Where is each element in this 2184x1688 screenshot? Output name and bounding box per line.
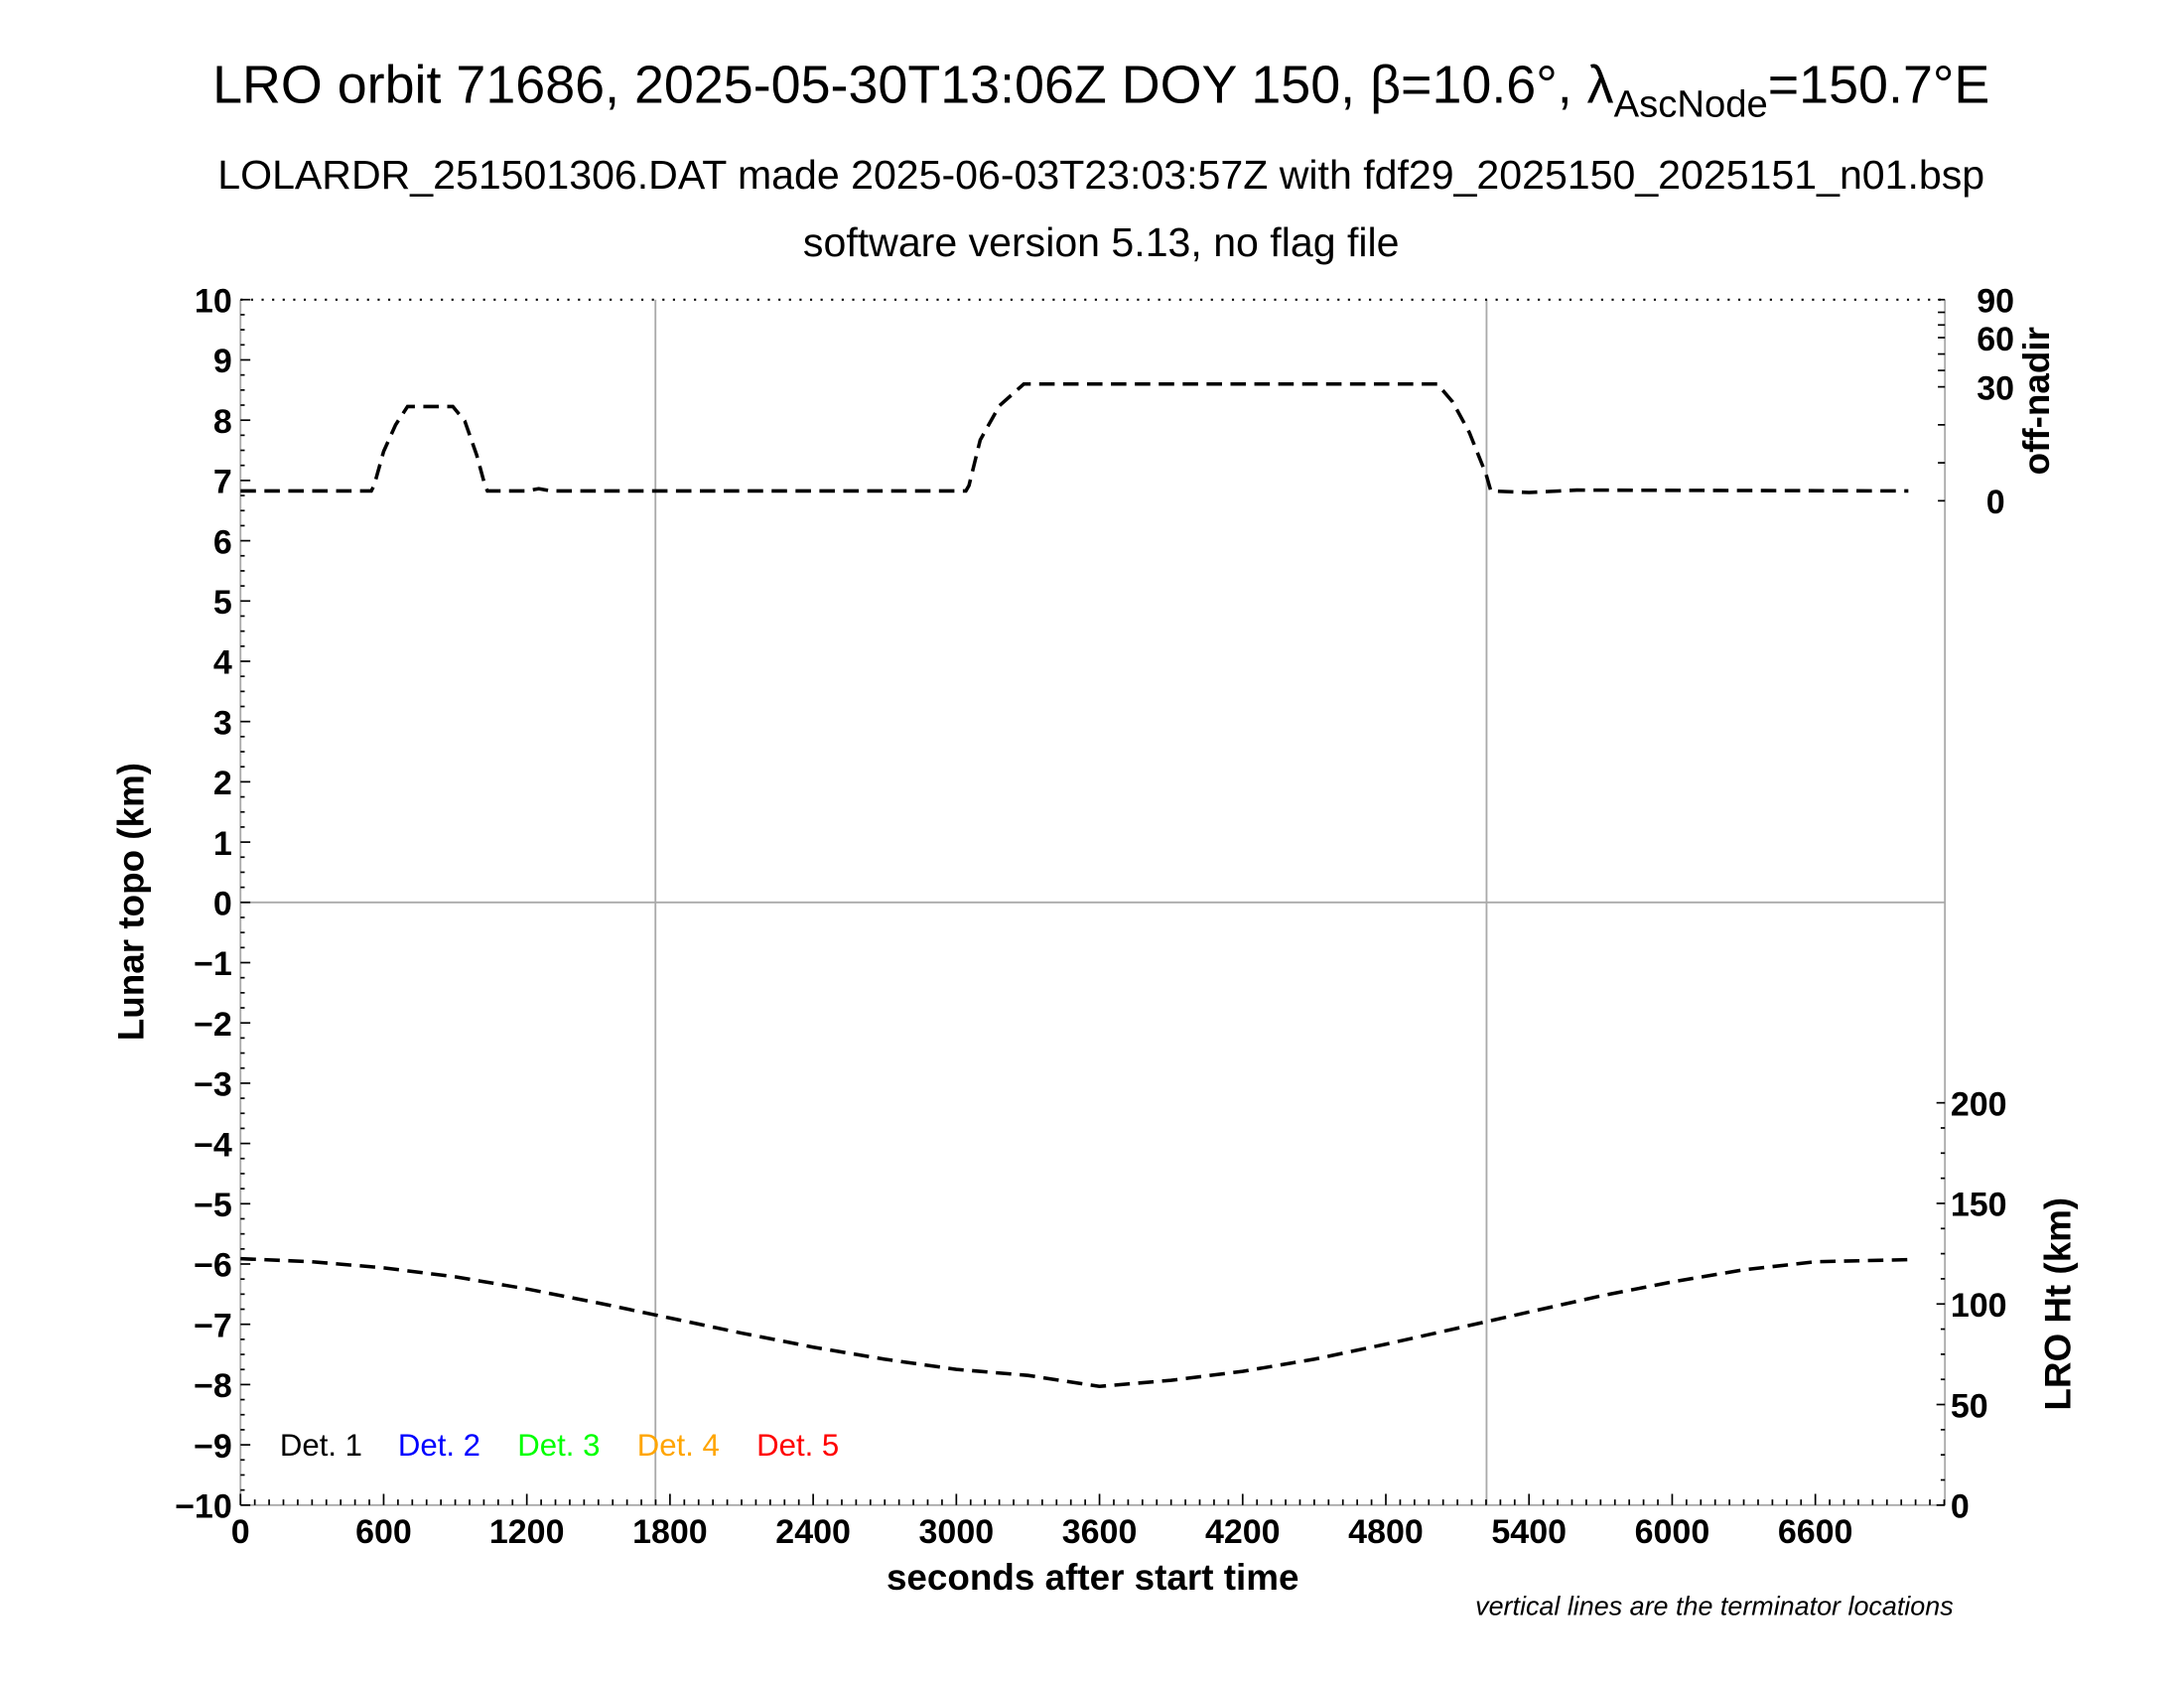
x-tick-label: 3600: [1062, 1513, 1138, 1551]
title-subscript: AscNode: [1614, 83, 1768, 126]
terminator-note: vertical lines are the terminator locati…: [1475, 1591, 1954, 1620]
legend-det-5: Det. 5: [756, 1428, 839, 1463]
axes: 0 600 1200 1800 2400 3000 3600 4200 4800 5400 6000…: [175, 283, 2014, 1552]
legend-det-3: Det. 3: [517, 1428, 600, 1463]
y-tick-label: 6: [213, 523, 232, 561]
y-tick-label: −10: [175, 1488, 232, 1526]
lro-height-line: [240, 1256, 1909, 1389]
x-tick-label: 3000: [919, 1513, 995, 1551]
legend-det-1: Det. 1: [280, 1428, 362, 1463]
y-tick-label: 10: [195, 283, 232, 321]
off-nadir-tick-label: 0: [1986, 484, 2005, 521]
y-tick-label: 7: [213, 464, 232, 501]
x-tick-label: 5400: [1491, 1513, 1567, 1551]
height-tick-label: 150: [1951, 1187, 2007, 1224]
y-axis-label: Lunar topo (km): [110, 763, 151, 1041]
y-tick-label: −3: [194, 1066, 232, 1104]
y-tick-label: 2: [213, 765, 232, 802]
x-tick-label: 600: [355, 1513, 412, 1551]
y-tick-label: −7: [194, 1307, 232, 1344]
chart-title: LRO orbit 71686, 2025-05-30T13:06Z DOY 1…: [212, 55, 1989, 125]
y-tick-label: −9: [194, 1428, 232, 1466]
x-tick-label: 6600: [1778, 1513, 1853, 1551]
x-tick-label: 6000: [1635, 1513, 1710, 1551]
height-tick-label: 200: [1951, 1085, 2007, 1123]
y-tick-label: 5: [213, 584, 232, 622]
y-tick-label: −4: [194, 1126, 232, 1164]
x-tick-label: 4800: [1348, 1513, 1424, 1551]
y-tick-label: 3: [213, 704, 232, 742]
off-nadir-tick-label: 60: [1977, 321, 2014, 358]
legend: Det. 1 Det. 2 Det. 3 Det. 4 Det. 5: [280, 1428, 839, 1463]
series-group: [240, 381, 1909, 1389]
x-tick-label: 4200: [1205, 1513, 1281, 1551]
height-tick-label: 0: [1951, 1488, 1970, 1526]
y-tick-label: 9: [213, 343, 232, 380]
x-tick-label: 0: [231, 1513, 250, 1551]
height-tick-label: 50: [1951, 1387, 1988, 1425]
y-tick-label: −8: [194, 1367, 232, 1405]
legend-det-2: Det. 2: [398, 1428, 480, 1463]
x-tick-label: 1800: [632, 1513, 708, 1551]
x-tick-label: 2400: [775, 1513, 851, 1551]
off-nadir-tick-label: 30: [1977, 369, 2014, 407]
y-tick-label: −1: [194, 945, 232, 983]
title-main: LRO orbit 71686, 2025-05-30T13:06Z DOY 1…: [212, 55, 1614, 114]
y-tick-label: 8: [213, 403, 232, 441]
off-nadir-tick-label: 90: [1977, 283, 2014, 321]
y-tick-label: −5: [194, 1187, 232, 1224]
x-axis-label: seconds after start time: [887, 1557, 1299, 1598]
off-nadir-line: [240, 381, 1909, 494]
title-tail: =150.7°E: [1768, 55, 1990, 114]
y2-axis-label-off-nadir: off-nadir: [2016, 327, 2057, 475]
x-tick-label: 1200: [489, 1513, 565, 1551]
legend-det-4: Det. 4: [637, 1428, 720, 1463]
y-tick-label: −2: [194, 1006, 232, 1044]
y-tick-label: 1: [213, 825, 232, 863]
chart-subtitle-2: software version 5.13, no flag file: [803, 219, 1400, 265]
y-tick-label: 4: [213, 644, 232, 682]
y-tick-label: −6: [194, 1247, 232, 1285]
height-tick-label: 100: [1951, 1287, 2007, 1325]
grid-lines: [240, 299, 1946, 1505]
chart-subtitle: LOLARDR_251501306.DAT made 2025-06-03T23…: [217, 152, 1984, 198]
y2-axis-label-height: LRO Ht (km): [2037, 1197, 2078, 1411]
y-tick-label: 0: [213, 886, 232, 923]
